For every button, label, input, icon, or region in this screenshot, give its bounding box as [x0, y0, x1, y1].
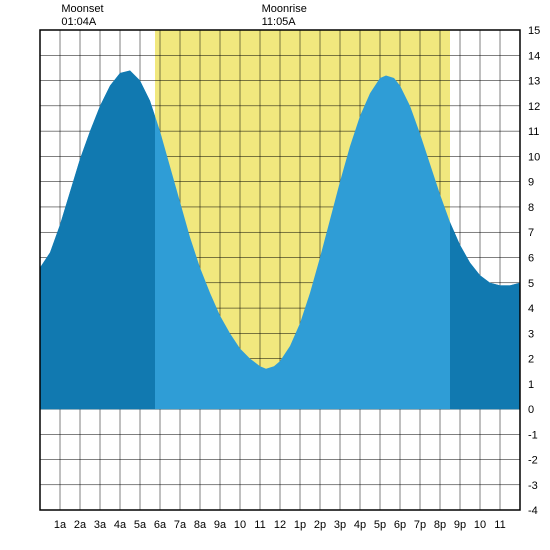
- y-tick-label: 8: [528, 202, 534, 214]
- x-tick-label: 5a: [134, 519, 147, 531]
- y-tick-label: -3: [528, 480, 538, 492]
- x-tick-label: 9a: [214, 519, 227, 531]
- moon-event-time: 11:05A: [262, 16, 297, 28]
- x-tick-label: 6a: [154, 519, 167, 531]
- moon-event-time: 01:04A: [61, 16, 97, 28]
- x-tick-label: 2p: [314, 519, 326, 531]
- x-tick-label: 8a: [194, 519, 207, 531]
- y-tick-label: 9: [528, 177, 534, 189]
- x-tick-label: 11: [494, 519, 505, 531]
- y-tick-label: -4: [528, 505, 538, 517]
- x-tick-label: 12: [274, 519, 286, 531]
- y-tick-label: 7: [528, 227, 534, 239]
- moon-event-label: Moonset: [61, 3, 103, 15]
- y-tick-label: 14: [528, 50, 540, 62]
- y-tick-label: 0: [528, 404, 534, 416]
- x-tick-label: 6p: [394, 519, 406, 531]
- y-tick-label: 12: [528, 101, 540, 113]
- x-tick-label: 7p: [414, 519, 426, 531]
- y-tick-label: 13: [528, 76, 540, 88]
- x-tick-label: 9p: [454, 519, 466, 531]
- x-tick-label: 1a: [54, 519, 67, 531]
- x-tick-label: 11: [254, 519, 265, 531]
- y-tick-label: 11: [528, 126, 539, 138]
- y-tick-label: 5: [528, 278, 534, 290]
- y-tick-label: -1: [528, 429, 538, 441]
- x-tick-label: 4a: [114, 519, 127, 531]
- y-tick-label: 15: [528, 25, 540, 37]
- y-tick-label: 6: [528, 253, 534, 265]
- y-tick-label: 2: [528, 354, 534, 366]
- x-tick-label: 8p: [434, 519, 446, 531]
- x-tick-label: 7a: [174, 519, 187, 531]
- y-tick-label: -2: [528, 455, 538, 467]
- y-tick-label: 1: [528, 379, 534, 391]
- x-tick-label: 1p: [294, 519, 306, 531]
- x-tick-label: 2a: [74, 519, 87, 531]
- y-tick-label: 4: [528, 303, 534, 315]
- x-tick-label: 10: [234, 519, 246, 531]
- tide-chart: 1a2a3a4a5a6a7a8a9a1011121p2p3p4p5p6p7p8p…: [0, 0, 550, 550]
- chart-svg: 1a2a3a4a5a6a7a8a9a1011121p2p3p4p5p6p7p8p…: [0, 0, 550, 550]
- x-tick-label: 5p: [374, 519, 386, 531]
- x-tick-label: 10: [474, 519, 486, 531]
- moon-event-label: Moonrise: [262, 3, 307, 15]
- x-tick-label: 3p: [334, 519, 346, 531]
- y-tick-label: 3: [528, 328, 534, 340]
- x-tick-label: 4p: [354, 519, 366, 531]
- y-tick-label: 10: [528, 151, 540, 163]
- x-tick-label: 3a: [94, 519, 107, 531]
